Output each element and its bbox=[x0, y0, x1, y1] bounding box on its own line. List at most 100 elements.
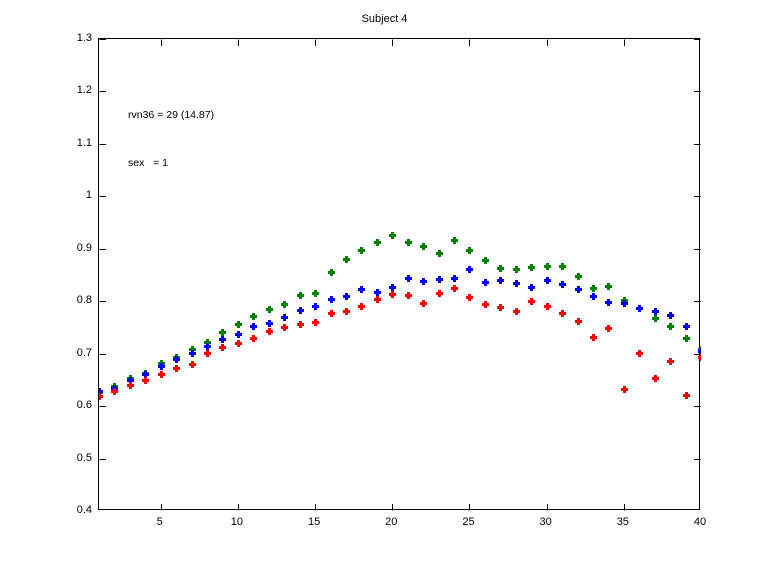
data-point bbox=[683, 335, 690, 342]
data-point bbox=[436, 250, 443, 257]
data-point bbox=[590, 334, 597, 341]
data-point bbox=[266, 306, 273, 313]
data-point bbox=[528, 264, 535, 271]
data-point bbox=[544, 303, 551, 310]
data-point bbox=[497, 277, 504, 284]
data-point bbox=[189, 361, 196, 368]
y-tick-label-0.4: 0.4 bbox=[76, 504, 92, 516]
data-point bbox=[698, 348, 701, 355]
data-point bbox=[482, 257, 489, 264]
data-point bbox=[358, 303, 365, 310]
data-point bbox=[358, 286, 365, 293]
y-tick-label-1.1: 1.1 bbox=[76, 136, 92, 149]
data-point bbox=[466, 294, 473, 301]
data-point bbox=[389, 232, 396, 239]
data-point bbox=[158, 371, 165, 378]
data-point bbox=[497, 265, 504, 272]
y-tick-label-1.3: 1.3 bbox=[76, 32, 92, 44]
data-point bbox=[621, 386, 628, 393]
x-tick-label-35: 35 bbox=[616, 516, 629, 528]
data-point bbox=[312, 303, 319, 310]
x-tick-label-10: 10 bbox=[230, 516, 244, 528]
y-tick-label-0.6: 0.6 bbox=[76, 399, 92, 412]
chart-title: Subject 4 bbox=[361, 13, 408, 25]
data-point bbox=[559, 310, 566, 317]
data-point bbox=[204, 339, 211, 346]
data-point bbox=[605, 299, 612, 306]
data-point bbox=[575, 286, 582, 293]
data-point bbox=[189, 346, 196, 353]
data-point bbox=[173, 365, 180, 372]
data-point bbox=[266, 320, 273, 327]
data-point bbox=[652, 315, 659, 322]
data-point bbox=[328, 269, 335, 276]
data-point bbox=[683, 392, 690, 399]
data-point bbox=[204, 350, 211, 357]
data-point bbox=[590, 293, 597, 300]
data-point bbox=[312, 290, 319, 297]
data-point bbox=[281, 301, 288, 308]
data-point bbox=[652, 375, 659, 382]
x-tick-label-5: 5 bbox=[156, 516, 163, 528]
data-point bbox=[343, 308, 350, 315]
scatter-plot-canvas bbox=[99, 39, 701, 511]
data-point bbox=[544, 277, 551, 284]
data-point bbox=[528, 284, 535, 291]
data-point bbox=[559, 281, 566, 288]
data-point bbox=[420, 243, 427, 250]
data-point bbox=[683, 323, 690, 330]
data-point bbox=[575, 273, 582, 280]
data-point bbox=[297, 292, 304, 299]
data-point bbox=[420, 278, 427, 285]
y-tick-label-0.9: 0.9 bbox=[76, 241, 92, 254]
data-point bbox=[466, 266, 473, 273]
data-point bbox=[374, 296, 381, 303]
data-point bbox=[667, 312, 674, 319]
data-point bbox=[235, 331, 242, 338]
data-point bbox=[111, 388, 118, 395]
y-tick-label-0.8: 0.8 bbox=[76, 294, 92, 307]
data-point bbox=[142, 377, 149, 384]
data-point bbox=[235, 321, 242, 328]
data-point bbox=[420, 300, 427, 307]
annotation-line-sex: sex = 1 bbox=[128, 157, 168, 169]
data-point bbox=[513, 280, 520, 287]
data-point bbox=[497, 304, 504, 311]
data-point bbox=[158, 363, 165, 370]
data-point bbox=[405, 239, 412, 246]
data-point bbox=[575, 318, 582, 325]
data-point bbox=[343, 256, 350, 263]
data-point bbox=[605, 325, 612, 332]
data-point bbox=[389, 284, 396, 291]
data-point bbox=[312, 319, 319, 326]
data-point bbox=[266, 328, 273, 335]
x-tick-label-25: 25 bbox=[462, 516, 475, 528]
data-point bbox=[127, 382, 134, 389]
data-point bbox=[482, 279, 489, 286]
y-tick-label-1.2: 1.2 bbox=[76, 84, 92, 97]
data-point bbox=[528, 298, 535, 305]
data-point bbox=[99, 393, 103, 400]
data-point bbox=[667, 323, 674, 330]
data-point bbox=[189, 350, 196, 357]
data-point bbox=[513, 266, 520, 273]
data-point bbox=[250, 335, 257, 342]
data-point bbox=[636, 350, 643, 357]
data-point bbox=[297, 307, 304, 314]
data-point bbox=[405, 275, 412, 282]
data-point bbox=[667, 358, 674, 365]
data-point bbox=[405, 292, 412, 299]
annotation-text-block: rvn36 = 29 (14.87) sex = 1 bbox=[128, 75, 214, 203]
data-point bbox=[621, 300, 628, 307]
data-point bbox=[142, 371, 149, 378]
data-point bbox=[389, 291, 396, 298]
data-point bbox=[451, 275, 458, 282]
data-point bbox=[173, 356, 180, 363]
data-point bbox=[219, 336, 226, 343]
data-point bbox=[204, 343, 211, 350]
data-point bbox=[297, 321, 304, 328]
data-point bbox=[698, 354, 701, 361]
x-tick-label-20: 20 bbox=[385, 516, 398, 528]
data-point bbox=[127, 377, 134, 384]
plot-area bbox=[98, 38, 701, 511]
